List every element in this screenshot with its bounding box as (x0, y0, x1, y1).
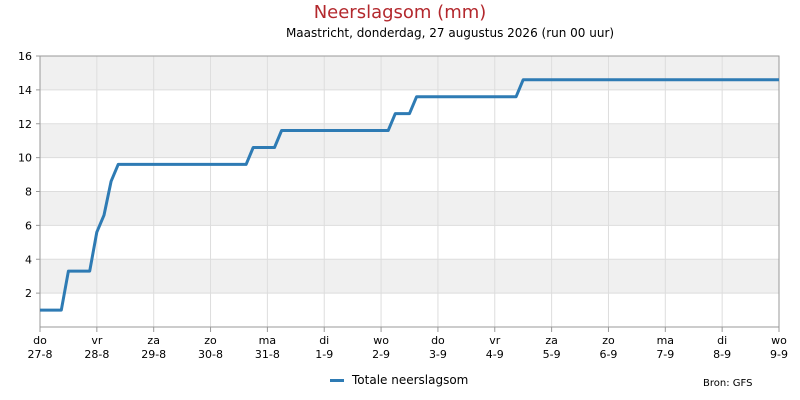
y-tick-label: 2 (25, 287, 32, 300)
x-tick-day-label: za (545, 334, 558, 347)
chart-title: Neerslagsom (mm) (313, 2, 487, 23)
x-tick-date-label: 3-9 (429, 348, 447, 361)
x-tick-day-label: di (319, 334, 329, 347)
x-tick-date-label: 9-9 (770, 348, 788, 361)
chart-legend: Totale neerslagsom (330, 373, 468, 387)
y-tick-label: 8 (25, 186, 32, 199)
y-axis-ticks: 2 4 6 8 10 12 14 16 (18, 50, 40, 300)
x-tick-day-label: do (33, 334, 47, 347)
x-tick-day-label: do (431, 334, 445, 347)
x-tick-date-label: 5-9 (543, 348, 561, 361)
legend-label: Totale neerslagsom (352, 373, 469, 387)
y-tick-label: 14 (18, 84, 32, 97)
x-tick-day-label: di (717, 334, 727, 347)
x-tick-date-label: 27-8 (28, 348, 53, 361)
x-tick-date-label: 31-8 (255, 348, 280, 361)
x-tick-day-label: zo (204, 334, 217, 347)
background-bands (40, 56, 779, 294)
series-line (40, 78, 779, 312)
x-tick-day-label: za (147, 334, 160, 347)
x-tick-date-label: 30-8 (198, 348, 223, 361)
x-tick-date-label: 7-9 (656, 348, 674, 361)
x-axis-ticks: do27-8vr28-8za29-8zo30-8ma31-8di1-9wo2-9… (28, 327, 788, 361)
source-label: Bron: GFS (703, 378, 753, 389)
y-tick-label: 16 (18, 50, 32, 63)
background-band (40, 259, 779, 294)
y-tick-label: 6 (25, 219, 32, 232)
x-tick-day-label: vr (489, 334, 501, 347)
background-band (40, 191, 779, 226)
y-tick-label: 10 (18, 152, 32, 165)
x-tick-date-label: 2-9 (372, 348, 390, 361)
x-tick-date-label: 29-8 (141, 348, 166, 361)
x-tick-date-label: 4-9 (486, 348, 504, 361)
y-tick-label: 4 (25, 253, 32, 266)
x-tick-day-label: wo (771, 334, 787, 347)
y-tick-label: 12 (18, 118, 32, 131)
background-band (40, 56, 779, 90)
x-tick-day-label: ma (259, 334, 276, 347)
chart-subtitle: Maastricht, donderdag, 27 augustus 2026 … (285, 26, 615, 40)
x-tick-day-label: ma (657, 334, 674, 347)
x-tick-day-label: zo (602, 334, 615, 347)
legend-swatch (330, 378, 344, 382)
x-tick-date-label: 28-8 (84, 348, 109, 361)
x-tick-day-label: vr (91, 334, 103, 347)
background-band (40, 123, 779, 158)
x-tick-day-label: wo (373, 334, 389, 347)
x-tick-date-label: 1-9 (315, 348, 333, 361)
x-tick-date-label: 6-9 (599, 348, 617, 361)
series-layer (40, 78, 779, 312)
x-tick-date-label: 8-9 (713, 348, 731, 361)
